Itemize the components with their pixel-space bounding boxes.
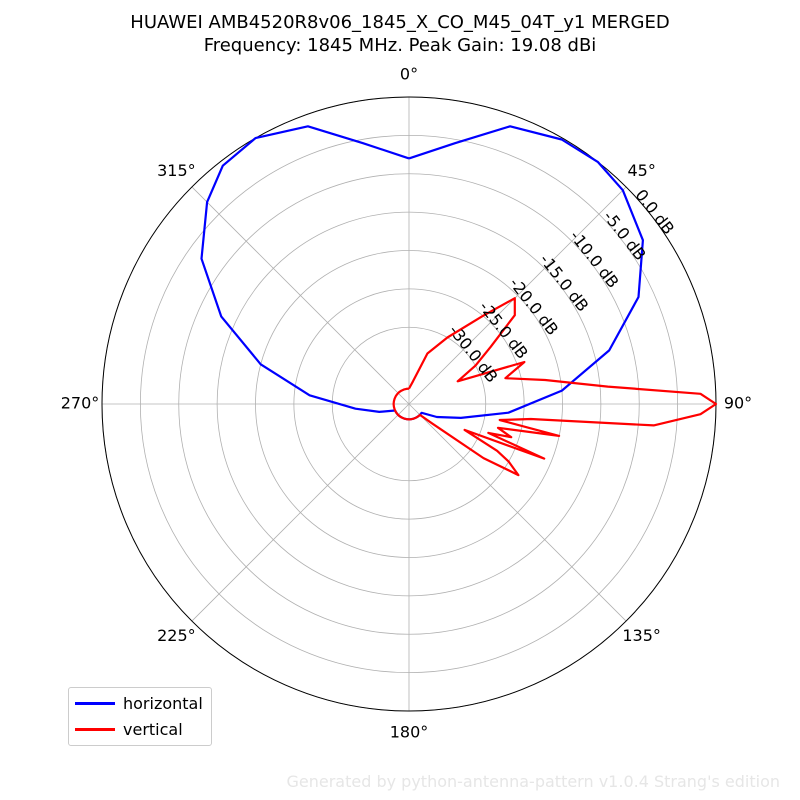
legend-label-horizontal: horizontal <box>123 694 203 713</box>
angle-tick-label: 135° <box>622 626 661 645</box>
angle-tick-label: 225° <box>157 626 196 645</box>
legend-label-vertical: vertical <box>123 720 183 739</box>
legend-item-vertical: vertical <box>75 719 183 739</box>
tick-labels: 0°45°90°135°180°225°270°315°0.0 dB-5.0 d… <box>61 65 752 742</box>
legend-swatch-horizontal <box>75 702 115 705</box>
angle-tick-label: 45° <box>627 161 655 180</box>
angle-tick-label: 0° <box>400 65 418 84</box>
grid <box>102 97 716 711</box>
footer-credit: Generated by python-antenna-pattern v1.0… <box>286 772 780 791</box>
grid-spoke <box>192 187 409 404</box>
radial-tick-label: -5.0 dB <box>599 207 649 264</box>
legend-item-horizontal: horizontal <box>75 693 203 713</box>
legend: horizontal vertical <box>68 687 212 746</box>
legend-swatch-vertical <box>75 728 115 731</box>
grid-spoke <box>192 404 409 621</box>
angle-tick-label: 90° <box>724 394 752 413</box>
angle-tick-label: 270° <box>61 394 100 413</box>
series-line-horizontal <box>202 126 643 419</box>
grid-spoke <box>409 404 626 621</box>
angle-tick-label: 315° <box>157 161 196 180</box>
angle-tick-label: 180° <box>390 723 429 742</box>
